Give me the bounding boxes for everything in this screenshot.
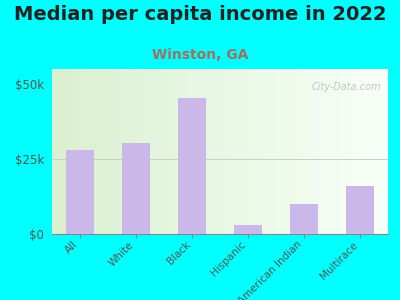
Bar (66, 150, 94, 234)
Text: City-Data.com: City-Data.com (312, 82, 381, 92)
Bar (122, 142, 150, 234)
Text: Winston, GA: Winston, GA (152, 48, 248, 62)
Bar (290, 204, 318, 234)
Bar (234, 225, 262, 234)
Bar (178, 98, 206, 234)
Bar (346, 186, 374, 234)
Text: Median per capita income in 2022: Median per capita income in 2022 (14, 4, 386, 23)
